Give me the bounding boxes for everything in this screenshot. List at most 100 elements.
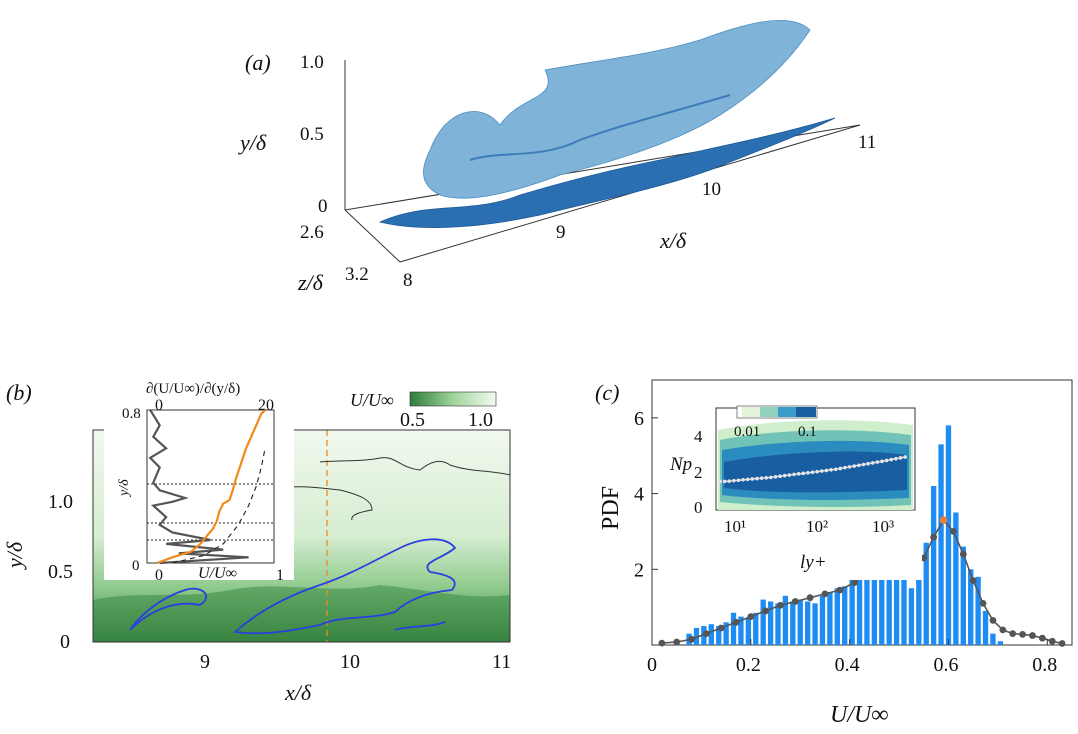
inset-c-mean-point xyxy=(810,470,815,475)
inset-c-mean-point xyxy=(880,459,884,464)
histogram-bar xyxy=(804,601,811,645)
inset-c-mean-point xyxy=(741,478,745,482)
pdf-curve-point xyxy=(1058,640,1066,647)
inset-c-colorbar-seg-1 xyxy=(742,407,760,417)
histogram-bar xyxy=(812,603,818,645)
inset-c-mean-point xyxy=(884,458,889,463)
inset-c-mean-point xyxy=(727,479,732,483)
panel-b-inset: ∂(U/U∞)/∂(y/δ) 0 20 0.8 0 y/δ 0 U/U∞ 1 xyxy=(104,378,294,584)
inset-c-mean-point xyxy=(801,471,806,476)
inset-c-mean-point xyxy=(857,463,861,468)
panel-b-cbar-tick-1: 0.5 xyxy=(400,409,425,431)
inset-c-mean-point xyxy=(898,456,903,460)
panel-c-inset: 0.01 0.1 4 2 0 Np 10¹ 10² 10³ ly+ xyxy=(664,398,922,580)
inset-b-top-label: ∂(U/U∞)/∂(y/δ) xyxy=(146,381,240,397)
panel-a-ztick-2: 3.2 xyxy=(345,264,369,285)
histogram-bar xyxy=(708,624,714,645)
pdf-curve-point xyxy=(851,579,858,586)
panel-a-xtick-4: 11 xyxy=(858,132,876,153)
inset-b-ytick-3: 0 xyxy=(132,558,140,574)
inset-c-mean-point xyxy=(782,473,787,478)
panel-b-cbar-tick-2: 1.0 xyxy=(468,409,493,431)
pdf-curve-point xyxy=(836,586,844,594)
inset-c-mean-point xyxy=(732,478,736,483)
pdf-curve-point xyxy=(658,639,666,647)
histogram-bar xyxy=(982,610,989,645)
panel-b-frame xyxy=(92,429,511,643)
inset-b-top-tick-2: 20 xyxy=(258,397,274,414)
histogram-bar xyxy=(745,618,752,645)
inset-b-frame xyxy=(146,409,275,564)
inset-c-mean-point xyxy=(838,466,843,471)
panel-a-ylabel: y/δ xyxy=(238,130,267,155)
blue-contour-1 xyxy=(129,587,207,631)
pdf-curve-point xyxy=(791,598,799,605)
inset-c-colorbar-seg-3 xyxy=(778,407,796,417)
panel-b-tag: (b) xyxy=(6,380,32,405)
inset-c-mean-point xyxy=(787,473,792,477)
histogram-bar xyxy=(782,595,789,645)
pdf-curve-point xyxy=(930,533,938,541)
histogram-bar xyxy=(990,633,996,645)
pdf-curve-point xyxy=(688,635,695,643)
panel-b-ytick-3: 1.0 xyxy=(48,491,73,513)
pdf-curve-point xyxy=(806,594,814,602)
interface-contour xyxy=(279,457,511,521)
pdf-curve-point xyxy=(747,613,755,621)
panel-c-axes: 0 0.2 0.4 0.6 0.8 2 4 6 xyxy=(634,408,1057,676)
panel-c: (c) 0 0.2 0.4 0.6 0.8 2 4 6 PDF U/U∞ 0.01 0.1 4… xyxy=(595,379,1073,728)
pdf-curve-point xyxy=(999,626,1007,634)
inset-b-bottom-label: U/U∞ xyxy=(198,565,237,582)
panel-a-xtick-1: 8 xyxy=(403,270,413,291)
blue-contour-3 xyxy=(394,621,446,631)
histogram-bar xyxy=(923,542,929,645)
inset-c-mean-point xyxy=(722,479,727,484)
histogram-bar xyxy=(953,512,959,645)
pdf-peak-point xyxy=(939,516,948,524)
pdf-curve-point xyxy=(732,618,740,626)
panel-b-ytick-2: 0.5 xyxy=(48,561,73,583)
inset-c-cbar-tick-1: 0.01 xyxy=(734,424,760,440)
histogram-bar xyxy=(775,603,781,645)
inset-c-mean-point xyxy=(847,465,852,469)
panel-c-ylabel: PDF xyxy=(598,486,624,530)
inset-b-ytick-1: 0.8 xyxy=(122,406,141,422)
histogram-bar xyxy=(945,425,952,645)
histogram-bars xyxy=(686,425,1004,645)
inset-c-ytick-3: 4 xyxy=(694,427,703,446)
panel-c-tag: (c) xyxy=(595,380,619,405)
histogram-bar xyxy=(730,612,737,645)
inset-c-mean-point xyxy=(796,472,801,476)
panel-a-ytick-2: 0.5 xyxy=(300,124,324,145)
pdf-curve-point xyxy=(717,624,725,632)
pdf-curve-point xyxy=(969,577,977,585)
panel-c-xlabel: U/U∞ xyxy=(830,702,888,728)
pdf-curve-point xyxy=(989,616,997,624)
pdf-curve-point xyxy=(1048,637,1056,645)
histogram-bar xyxy=(849,578,855,645)
histogram-bar xyxy=(723,622,729,645)
histogram-bar xyxy=(842,586,848,645)
inset-c-ytick-2: 2 xyxy=(694,463,703,482)
histogram-bar xyxy=(997,641,1004,645)
inset-c-xtick-1: 10¹ xyxy=(724,517,746,536)
pdf-curve-point xyxy=(920,554,928,562)
panel-b-colorbar xyxy=(409,391,497,407)
panel-a-ztick-1: 2.6 xyxy=(300,222,324,243)
panel-a-tag: (a) xyxy=(245,50,271,75)
inset-c-mean-point xyxy=(755,476,759,481)
panel-c-xtick: 0.2 xyxy=(736,654,761,676)
inset-b-bottom-tick-1: 0 xyxy=(155,567,163,584)
inset-c-mean-point xyxy=(820,469,824,473)
histogram-bar xyxy=(893,565,900,645)
inset-b-curves xyxy=(148,409,266,565)
panel-b-ylabel: y/δ xyxy=(2,541,27,570)
panel-a-depth-edge xyxy=(344,209,401,263)
histogram-bar xyxy=(834,588,840,645)
panel-c-xtick: 0.6 xyxy=(933,654,958,676)
inset-c-mean-point xyxy=(773,474,778,479)
inset-c-mean-point xyxy=(843,465,847,470)
inset-c-colorbar-seg-2 xyxy=(760,407,778,417)
histogram-bar xyxy=(886,550,892,645)
